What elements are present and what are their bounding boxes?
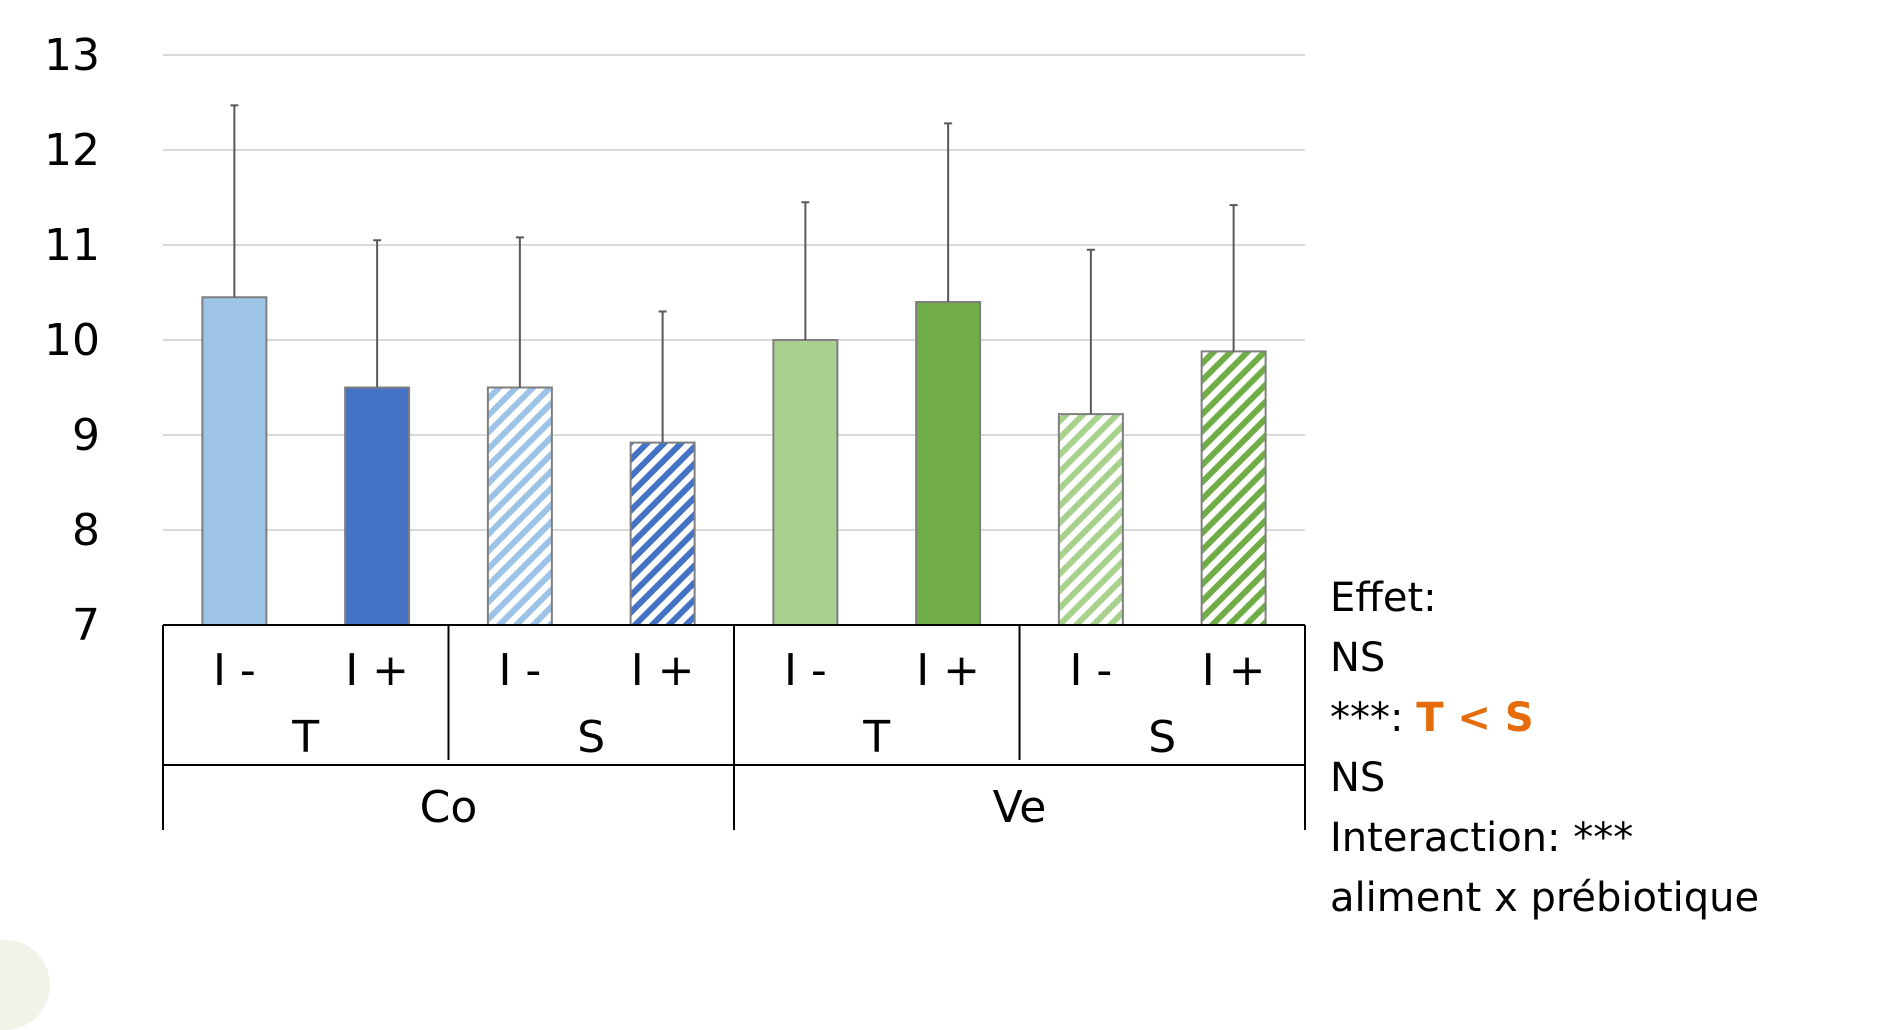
gridlines bbox=[163, 54, 1305, 531]
y-tick-label-8: 8 bbox=[72, 505, 100, 556]
stats-result-3: NS bbox=[1330, 755, 1386, 801]
x-tick-label-1: I - bbox=[213, 645, 256, 696]
statistics-panel: Effet: NS ***: T < S NS Interaction: ***… bbox=[1330, 568, 1875, 928]
bar-7 bbox=[1057, 413, 1124, 626]
x-group-label-3: T bbox=[862, 712, 890, 763]
stats-result-1: NS bbox=[1330, 635, 1386, 681]
x-tick-label-4: I + bbox=[631, 645, 695, 696]
y-tick-label-11: 11 bbox=[44, 220, 100, 271]
x-main-group-label-1: Co bbox=[420, 782, 478, 833]
bar-chart: 7 8 9 10 11 12 13 I - I + I - I + I - I + I - I + T S T S… bbox=[44, 30, 1306, 833]
y-tick-label-13: 13 bbox=[44, 30, 100, 81]
y-tick-label-12: 12 bbox=[44, 125, 100, 176]
bar-4 bbox=[629, 441, 696, 626]
x-tick-label-3: I - bbox=[498, 645, 541, 696]
category-axis: I - I + I - I + I - I + I - I + T S T S Co Ve bbox=[162, 624, 1306, 833]
y-tick-label-9: 9 bbox=[72, 410, 100, 461]
stats-result-2: ***: T < S bbox=[1330, 688, 1875, 748]
y-axis-tick-labels: 7 8 9 10 11 12 13 bbox=[44, 30, 100, 651]
bar-8 bbox=[1200, 350, 1267, 626]
x-group-label-4: S bbox=[1148, 712, 1176, 763]
x-tick-label-5: I - bbox=[784, 645, 827, 696]
bars bbox=[201, 104, 1267, 626]
bar-1 bbox=[201, 296, 268, 626]
x-group-label-1: T bbox=[291, 712, 319, 763]
y-tick-label-10: 10 bbox=[44, 315, 100, 366]
bar-3 bbox=[486, 386, 553, 626]
bar-5 bbox=[772, 339, 839, 626]
x-tick-label-8: I + bbox=[1202, 645, 1266, 696]
x-main-group-label-2: Ve bbox=[993, 782, 1047, 833]
y-tick-label-7: 7 bbox=[72, 600, 100, 651]
stats-result-2-highlight: T < S bbox=[1416, 695, 1534, 741]
stats-effect-heading: Effet: bbox=[1330, 575, 1437, 621]
bar-2 bbox=[344, 386, 411, 626]
stats-result-2-prefix: ***: bbox=[1330, 695, 1417, 741]
bar-6 bbox=[915, 301, 982, 626]
x-group-label-2: S bbox=[577, 712, 605, 763]
stats-interaction-factors: aliment x prébiotique bbox=[1330, 875, 1760, 921]
x-tick-label-2: I + bbox=[345, 645, 409, 696]
x-tick-label-6: I + bbox=[916, 645, 980, 696]
stats-interaction: Interaction: *** bbox=[1330, 815, 1634, 861]
x-tick-label-7: I - bbox=[1069, 645, 1112, 696]
